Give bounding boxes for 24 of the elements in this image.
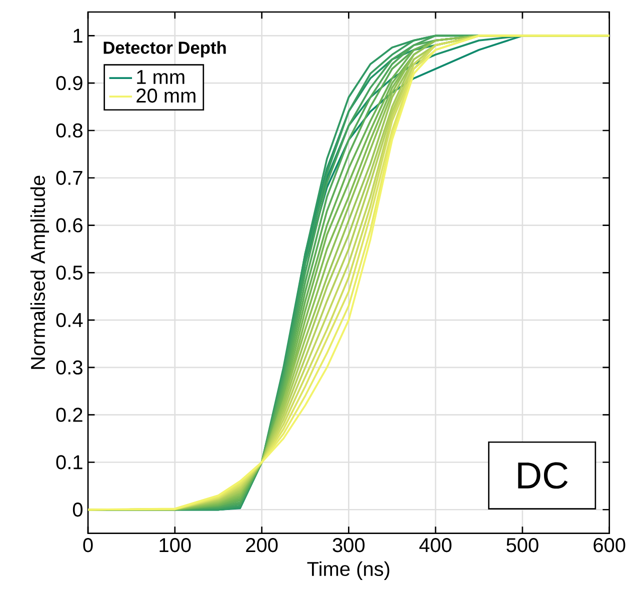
x-tick-label: 600 [594,538,626,552]
x-tick-label: 300 [332,538,365,552]
x-axis-title: Time (ns) [307,561,390,580]
y-tick-label: 0.9 [56,76,82,90]
y-tick-label: 0.6 [56,218,82,232]
annotation: DC [518,462,568,489]
x-tick-label: 400 [419,538,452,552]
y-tick-label: 0.1 [56,455,82,470]
y-tick-label: 0.3 [56,360,82,375]
x-tick-label: 200 [246,538,278,552]
legend-label: 20 mm [136,88,196,103]
y-tick-label: 0 [72,502,82,517]
y-tick-label: 1 [74,28,82,43]
y-tick-label: 0.7 [56,170,82,185]
y-tick-label: 0.8 [56,123,82,138]
legend-title: Detector Depth [104,41,226,58]
y-tick-label: 0.2 [56,408,82,422]
x-tick-label: 500 [506,538,538,552]
legend-label: 1 mm [137,70,184,84]
y-tick-label: 0.5 [56,266,82,280]
x-tick-label: 100 [160,538,191,552]
y-tick-label: 0.4 [56,312,83,328]
x-tick-label: 0 [83,538,93,552]
y-axis-title: Normalised Amplitude [30,176,49,369]
